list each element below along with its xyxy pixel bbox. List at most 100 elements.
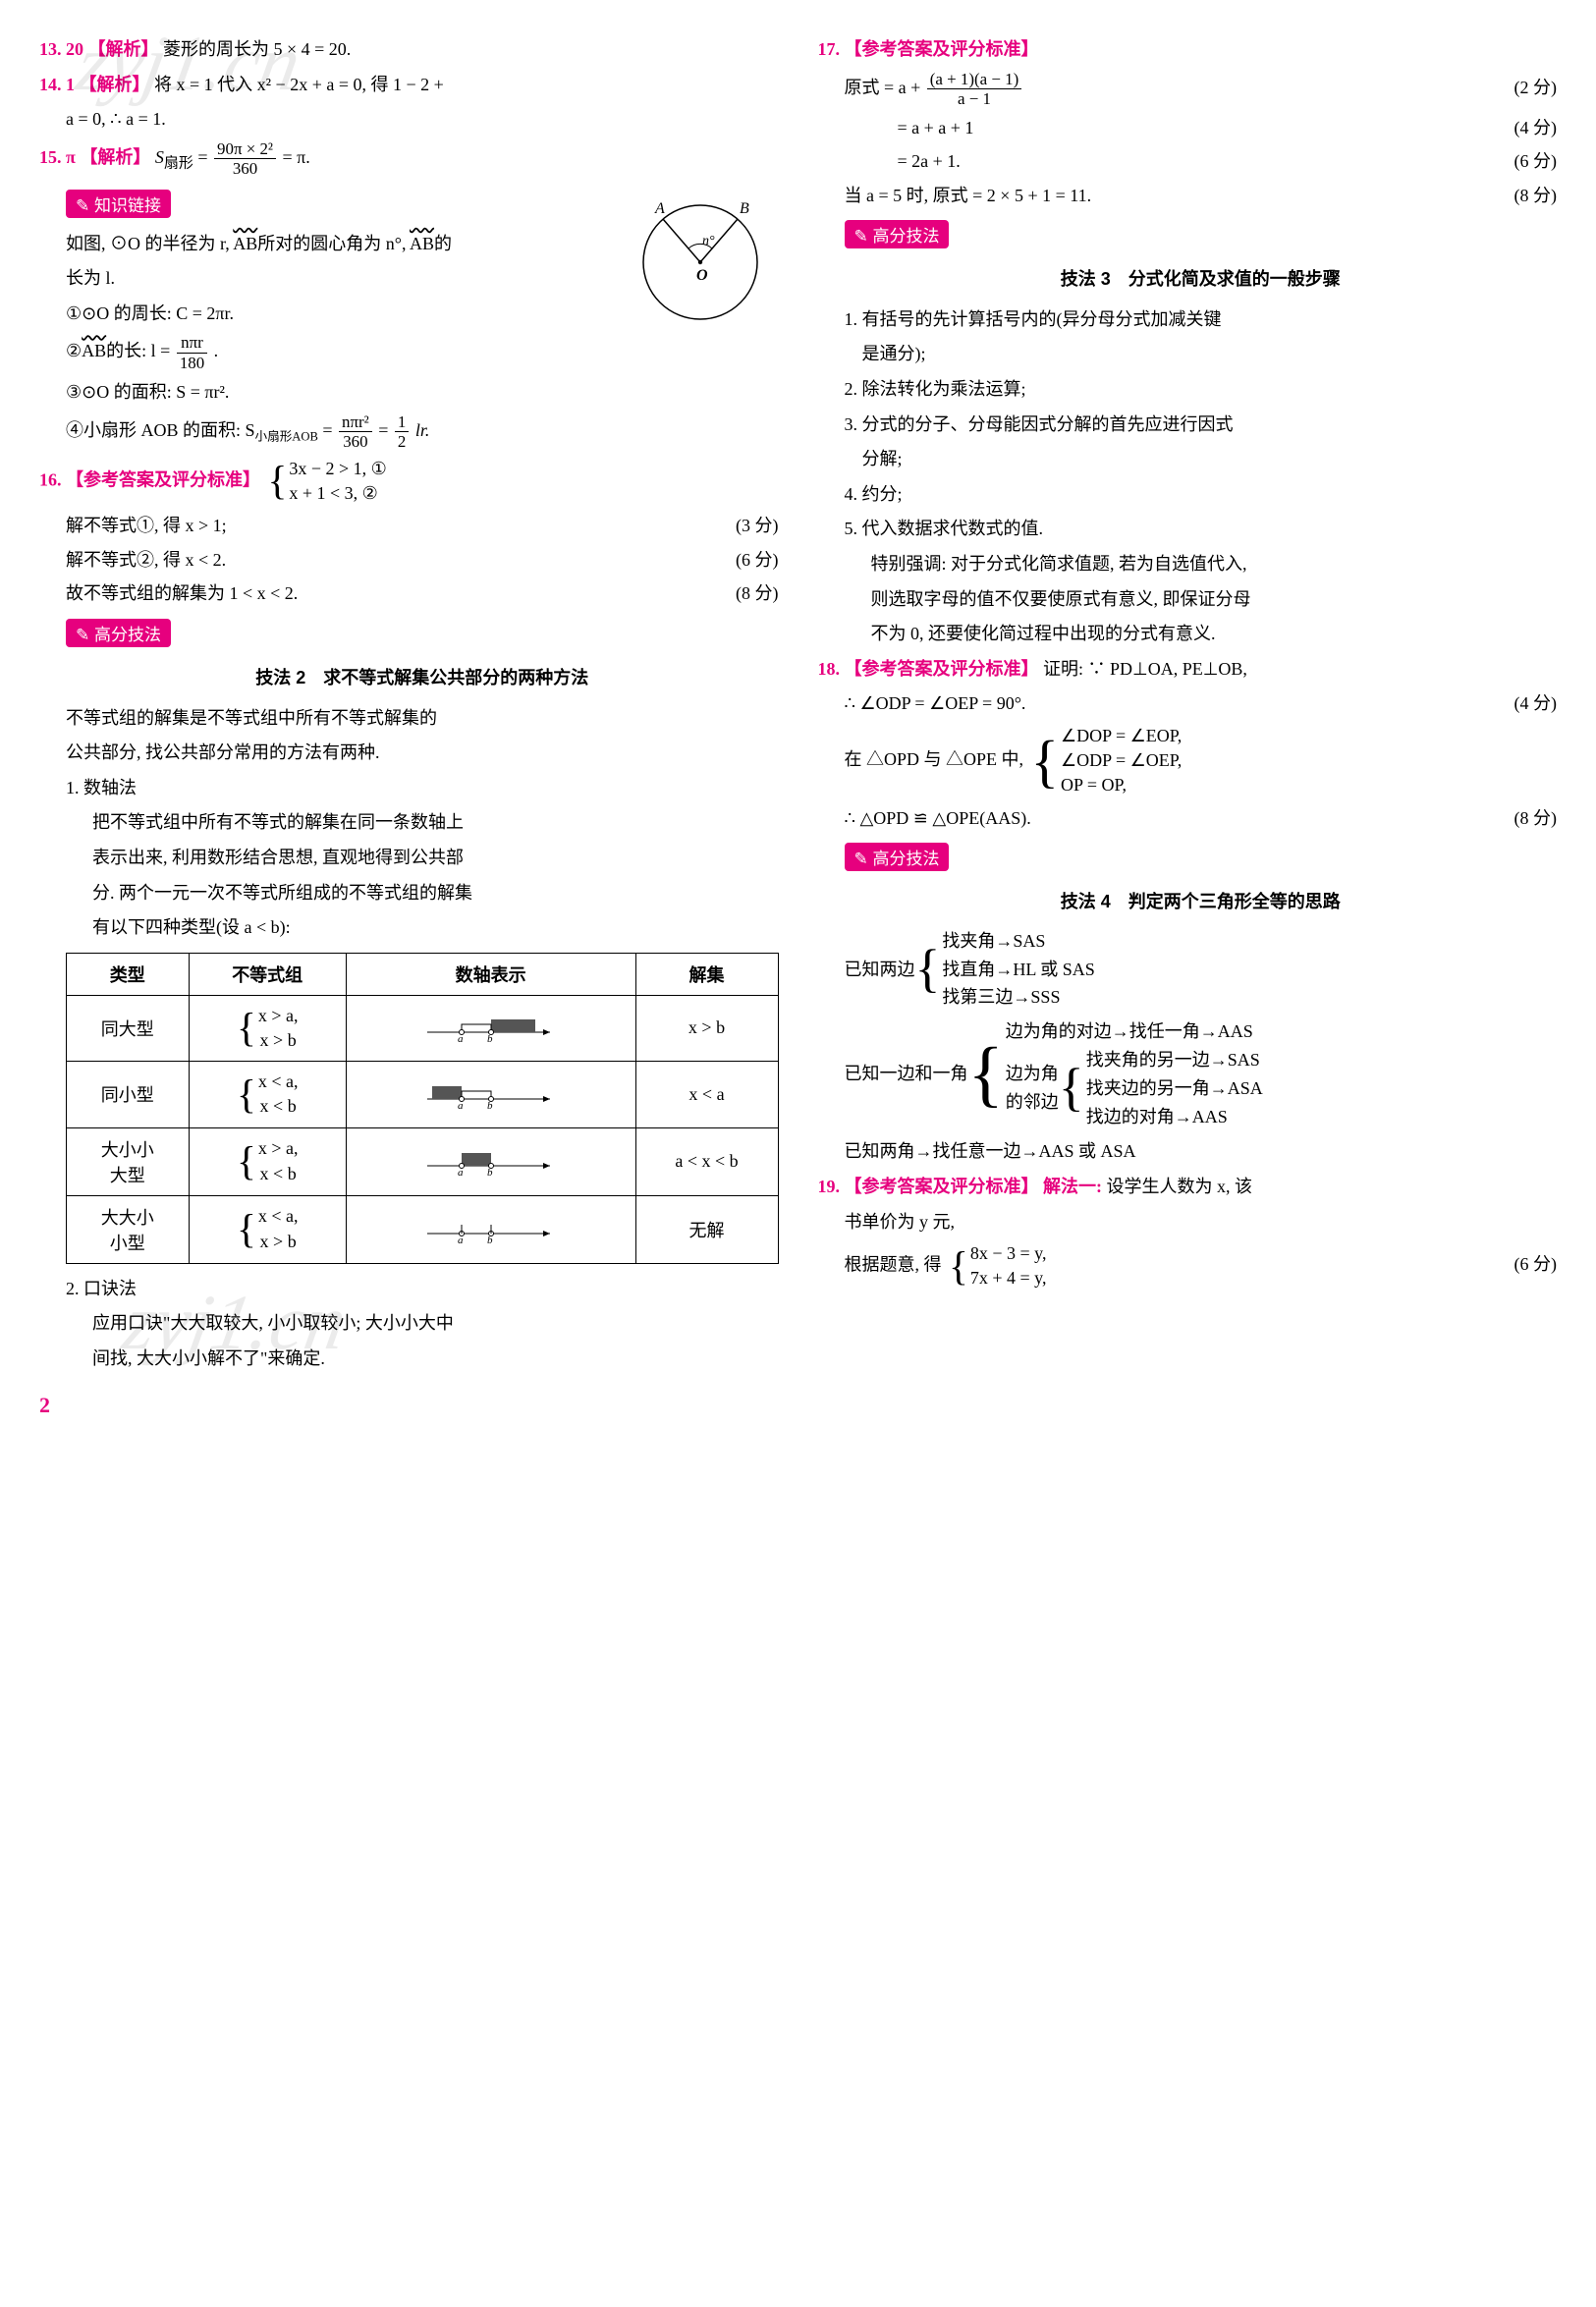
r4-numline: ab [346,1195,635,1263]
th-group: 不等式组 [189,953,346,995]
tree1: 已知两边 { 找夹角→SAS 找直角→HL 或 SAS 找第三边→SSS [845,927,1558,1012]
li2-post: . [214,342,219,361]
table-header-row: 类型 不等式组 数轴表示 解集 [67,953,779,995]
q16-step3: 故不等式组的解集为 1 < x < 2.(8 分) [39,578,779,609]
svg-text:b: b [487,1100,493,1110]
brace-icon: { [268,464,288,498]
gaofen-badge3: ✎ 高分技法 [845,843,950,871]
q17-fn: (a + 1)(a − 1) [927,70,1021,88]
zhishi-block: ✎ 知识链接 A B n° O 如图, ⊙O 的半径为 r, AB所对的圆心角为… [39,184,779,452]
q16-p2: (6 分) [736,545,779,576]
li4-eq: = [318,420,337,440]
q16-s1: 解不等式①, 得 x > 1; [66,511,227,541]
r4-group: {x < a,x > b [189,1195,346,1263]
q16-s2: 解不等式②, 得 x < 2. [66,545,226,576]
q17-p3: (6 分) [1514,146,1558,177]
li4-d1: 360 [339,431,372,451]
q19-header: 19. 【参考答案及评分标准】 解法一: 设学生人数为 x, 该 [818,1172,1558,1202]
gaofen-block3: ✎ 高分技法 技法 4 判定两个三角形全等的思路 已知两边 { 找夹角→SAS … [818,837,1558,1167]
q17-l1-pre: 原式 = a + [845,78,925,97]
tree2-b: 找夹边的另一角→ASA [1086,1074,1263,1103]
q13-jiexi: 【解析】 [88,39,159,59]
q19-t3: 根据题意, 得 [845,1254,942,1274]
right-column: 17. 【参考答案及评分标准】 原式 = a + (a + 1)(a − 1)a… [818,29,1558,1418]
q16-eq2: x + 1 < 3, ② [289,481,386,506]
q17-l3t: = 2a + 1. [898,146,961,177]
svg-text:A: A [654,200,665,217]
q17-l2t: = a + a + 1 [898,113,974,143]
tree1-c: 找第三边→SSS [942,983,1094,1012]
r3-type: 大小小大型 [67,1127,190,1195]
q19-t1: 设学生人数为 x, 该 [1107,1177,1253,1196]
q15: 15. π 【解析】 S扇形 = 90π × 2² 360 = π. [39,139,779,179]
gaofen-block1: ✎ 高分技法 技法 2 求不等式解集公共部分的两种方法 不等式组的解集是不等式组… [39,613,779,1373]
jifa3-tb2: 则选取字母的值不仅要使原式有意义, 即保证分母 [845,584,1558,615]
tree2-outer: 边为角的对边→找任一角→AAS 边为角 的邻边 { 找夹角的另一边→SAS 找夹… [1006,1017,1263,1130]
r1-type: 同大型 [67,995,190,1061]
r4t1: 大大小 [101,1208,154,1228]
r2b: x < b [258,1094,299,1119]
q16-header: 16. 【参考答案及评分标准】 { 3x − 2 > 1, ① x + 1 < … [39,457,779,506]
tree2-mid2: 的邻边 [1006,1088,1059,1117]
table-row: 同大型 {x > a,x > b ab x > b [67,995,779,1061]
li4-n1: nπr² [339,412,372,431]
q15-post: = π. [283,147,310,167]
q16-p1: (3 分) [736,511,779,541]
q15-frac-num: 90π × 2² [214,139,276,158]
q17-num: 17. [818,39,845,59]
q18-bc: ∠DOP = ∠EOP, ∠ODP = ∠OEP, OP = OP, [1061,724,1182,798]
zhishi-li3: ③⊙O 的面积: S = πr². [66,377,779,408]
jifa2-p1: 不等式组的解集是不等式组中所有不等式解集的 [66,703,779,734]
tree2-top: 边为角的对边→找任一角→AAS [1006,1017,1263,1046]
q17-p4: (8 分) [1514,181,1558,211]
q13: 13. 20 【解析】 菱形的周长为 5 × 4 = 20. [39,34,779,65]
li2-frac: nπr180 [177,333,207,372]
q17-p2: (4 分) [1514,113,1558,143]
q17-label: 【参考答案及评分标准】 [845,39,1039,59]
r3b: x < b [258,1162,299,1186]
q17-header: 17. 【参考答案及评分标准】 [818,34,1558,65]
jifa2-p2: 公共部分, 找公共部分常用的方法有两种. [66,738,779,768]
r1-group: {x > a,x > b [189,995,346,1061]
brace-icon: { [968,1043,1004,1106]
q19-jiefa: 解法一: [1043,1177,1107,1196]
q18-brace: { ∠DOP = ∠EOP, ∠ODP = ∠OEP, OP = OP, [1031,724,1183,798]
svg-text:b: b [487,1235,493,1244]
q19-bc: 8x − 3 = y, 7x + 4 = y, [970,1241,1047,1291]
q14-num: 14. [39,75,66,94]
q14-jiexi: 【解析】 [80,75,150,94]
q16-step2: 解不等式②, 得 x < 2. (6 分) [39,545,779,576]
table-row: 同小型 {x < a,x < b ab x < a [67,1062,779,1127]
li4-mid2: = [378,420,393,440]
jifa2-kou2: 间找, 大大小小解不了"来确定. [66,1344,779,1374]
q15-ans: π [66,147,76,167]
jifa2-title: 技法 2 求不等式解集公共部分的两种方法 [66,663,779,693]
q17-l2: = a + a + 1 (4 分) [818,113,1558,143]
tree2: 已知一边和一角 { 边为角的对边→找任一角→AAS 边为角 的邻边 { 找夹角的… [845,1017,1558,1130]
li4-pre: ④小扇形 AOB 的面积: S [66,420,255,440]
jifa3-2: 2. 除法转化为乘法运算; [845,374,1558,405]
q18-b3: OP = OP, [1061,773,1182,797]
r1a: x > a, [258,1004,299,1028]
q17-l3: = 2a + 1. (6 分) [818,146,1558,177]
q15-num: 15. [39,147,66,167]
zhishi-li4: ④小扇形 AOB 的面积: S小扇形AOB = nπr²360 = 12 lr. [66,412,779,452]
q18-l3: ∴ △OPD ≌ △OPE(AAS).(8 分) [818,803,1558,834]
jifa3-3: 3. 分式的分子、分母能因式分解的首先应进行因式 [845,410,1558,440]
jifa3-1: 1. 有括号的先计算括号内的(异分母分式加减关键 [845,304,1558,335]
q18-bp: 在 △OPD 与 △OPE 中, [845,749,1028,769]
q18-header: 18. 【参考答案及评分标准】 证明: ∵ PD⊥OA, PE⊥OB, [818,654,1558,685]
q15-eq: = [193,147,212,167]
q18-l1: ∴ ∠ODP = ∠OEP = 90°.(4 分) [818,688,1558,719]
q13-num: 13. [39,39,66,59]
svg-text:b: b [487,1033,493,1043]
q17-l4t: 当 a = 5 时, 原式 = 2 × 5 + 1 = 11. [845,181,1092,211]
jifa3-4: 4. 约分; [845,479,1558,510]
r4-type: 大大小小型 [67,1195,190,1263]
q18-p3: (8 分) [1514,803,1558,834]
q18-num: 18. [818,659,845,679]
r3-sol: a < x < b [635,1127,778,1195]
q19-eq1: 8x − 3 = y, [970,1241,1047,1266]
r3a: x > a, [258,1136,299,1161]
jifa3-tb1: 特别强调: 对于分式化简求值题, 若为自选值代入, [845,549,1558,579]
